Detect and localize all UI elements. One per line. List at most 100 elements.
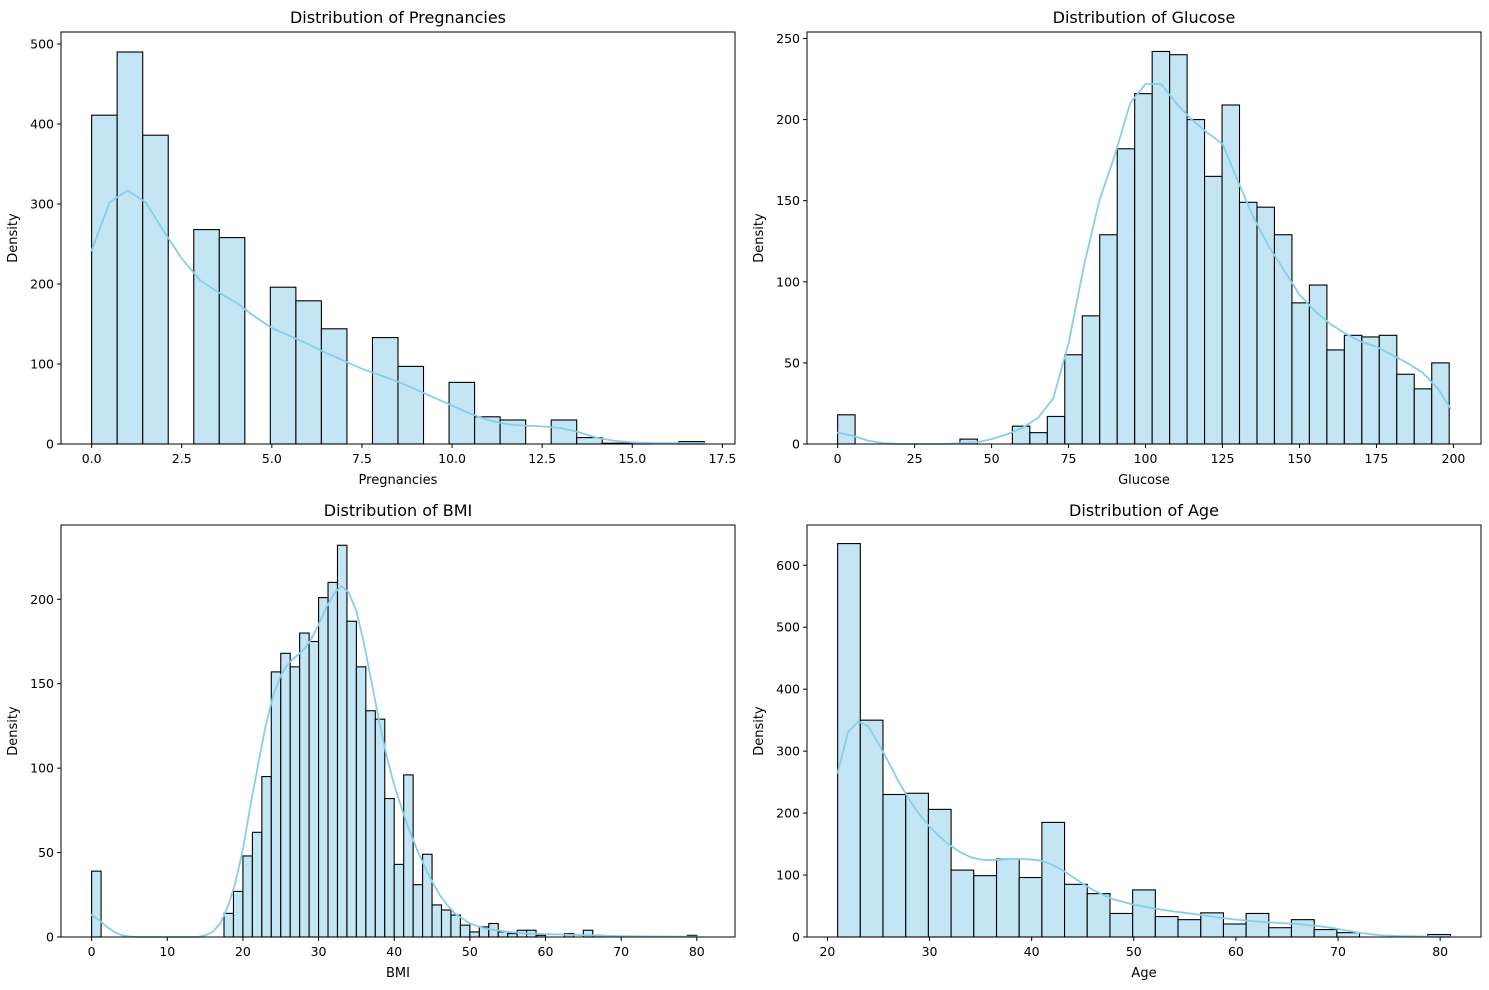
chart-1-xtick-label-8: 200 bbox=[1442, 451, 1466, 466]
chart-0-ytick-label-5: 500 bbox=[30, 37, 54, 52]
chart-0-axes-frame bbox=[60, 31, 736, 445]
chart-0-bar-8 bbox=[295, 300, 322, 445]
chart-0-bar-5 bbox=[218, 237, 246, 445]
chart-3-bar-9 bbox=[1041, 821, 1066, 938]
chart-3-bar-21 bbox=[1313, 929, 1338, 938]
chart-2-bar-20 bbox=[403, 774, 414, 938]
chart-1-title: Distribution of Glucose bbox=[1053, 8, 1236, 27]
chart-3-ytick-label-1: 100 bbox=[776, 868, 800, 883]
chart-2-bar-18 bbox=[384, 797, 395, 938]
chart-3-bar-1 bbox=[859, 719, 884, 938]
chart-3-xlabel: Age bbox=[1131, 966, 1156, 981]
chart-3-ytick-label-6: 600 bbox=[776, 558, 800, 573]
chart-0-ytick-label-3: 300 bbox=[30, 197, 54, 212]
chart-0-bar-4 bbox=[193, 229, 220, 445]
chart-3-xtick-label-6: 80 bbox=[1432, 944, 1448, 959]
chart-1-bar-31 bbox=[1378, 334, 1398, 445]
chart-2-ytick-label-0: 0 bbox=[46, 930, 54, 945]
chart-3-bar-11 bbox=[1086, 893, 1111, 938]
chart-1-xtick-label-5: 125 bbox=[1211, 451, 1235, 466]
chart-2-bar-24 bbox=[440, 909, 452, 938]
chart-1-ytick-label-0: 0 bbox=[792, 437, 800, 452]
chart-1-bar-0 bbox=[837, 414, 856, 445]
chart-2-bar-0 bbox=[91, 870, 102, 938]
chart-0-xlabel: Pregnancies bbox=[359, 473, 438, 488]
chart-2-xtick-label-5: 50 bbox=[462, 944, 478, 959]
chart-3-bar-19 bbox=[1268, 927, 1293, 938]
chart-0-xtick-label-1: 2.5 bbox=[172, 451, 192, 466]
chart-3-xtick-label-1: 30 bbox=[922, 944, 938, 959]
chart-2-bar-7 bbox=[280, 652, 291, 938]
chart-3-bars bbox=[837, 543, 1451, 938]
chart-3-bar-13 bbox=[1132, 889, 1156, 938]
chart-3-bar-20 bbox=[1290, 919, 1315, 938]
chart-3-xtick-label-0: 20 bbox=[819, 944, 835, 959]
chart-2-bar-6 bbox=[270, 671, 282, 938]
chart-3-xtick-label-4: 60 bbox=[1228, 944, 1244, 959]
chart-2-ytick-label-3: 150 bbox=[30, 676, 54, 691]
chart-2-bar-26 bbox=[459, 924, 471, 938]
chart-3-bar-15 bbox=[1177, 919, 1202, 938]
chart-1-bar-11 bbox=[1029, 432, 1048, 445]
chart-1: 0 25 50 75 100 125 150 175 200 0 50 100 150 200 250 Dis… bbox=[752, 8, 1482, 488]
chart-1-ytick-label-1: 50 bbox=[784, 355, 800, 370]
chart-3-title: Distribution of Age bbox=[1069, 501, 1219, 520]
chart-2-xtick-label-3: 30 bbox=[311, 944, 327, 959]
chart-3-ytick-label-3: 300 bbox=[776, 744, 800, 759]
chart-2-xlabel: BMI bbox=[386, 966, 410, 981]
chart-2-xtick-label-4: 40 bbox=[386, 944, 402, 959]
chart-1-ytick-label-2: 100 bbox=[776, 274, 800, 289]
chart-2-bar-2 bbox=[232, 890, 244, 938]
chart-1-xtick-label-3: 75 bbox=[1061, 451, 1077, 466]
chart-3-axes-frame bbox=[806, 524, 1482, 938]
chart-2-bar-14 bbox=[346, 620, 357, 938]
chart-0-bar-18 bbox=[550, 419, 578, 445]
chart-2-bar-13 bbox=[336, 544, 348, 938]
chart-0-bar-0 bbox=[91, 114, 118, 445]
chart-0-bar-11 bbox=[371, 337, 399, 445]
chart-3-xtick-label-2: 40 bbox=[1024, 944, 1040, 959]
chart-3-ytick-label-4: 400 bbox=[776, 682, 800, 697]
chart-2-bar-5 bbox=[261, 776, 272, 938]
chart-1-bar-21 bbox=[1204, 175, 1223, 445]
chart-0-ytick-label-0: 0 bbox=[46, 437, 54, 452]
chart-1-ylabel: Density bbox=[752, 213, 767, 263]
chart-3-bar-8 bbox=[1018, 876, 1043, 938]
chart-2-xtick-label-1: 10 bbox=[159, 944, 175, 959]
chart-2-xtick-label-8: 80 bbox=[689, 944, 705, 959]
chart-1-bar-13 bbox=[1064, 354, 1083, 445]
chart-1-bar-28 bbox=[1326, 349, 1345, 445]
chart-0-ytick-label-2: 200 bbox=[30, 277, 54, 292]
chart-1-bar-23 bbox=[1238, 201, 1258, 445]
chart-3-bar-5 bbox=[950, 869, 975, 938]
chart-2-ytick-label-2: 100 bbox=[30, 761, 54, 776]
chart-2-bar-12 bbox=[327, 581, 339, 938]
chart-1-bar-25 bbox=[1273, 234, 1293, 445]
chart-1-bar-14 bbox=[1081, 315, 1101, 445]
chart-1-xtick-label-7: 175 bbox=[1365, 451, 1389, 466]
chart-1-ytick-label-5: 250 bbox=[776, 31, 800, 46]
chart-3-ytick-label-0: 0 bbox=[792, 930, 800, 945]
chart-2-bar-27 bbox=[469, 931, 480, 938]
chart-3-bar-14 bbox=[1154, 916, 1179, 938]
chart-2-bar-16 bbox=[365, 710, 376, 938]
chart-0-xtick-label-0: 0.0 bbox=[82, 451, 102, 466]
chart-2-bar-25 bbox=[450, 914, 461, 938]
chart-2-bar-1 bbox=[223, 912, 235, 938]
chart-2-ytick-label-1: 50 bbox=[38, 845, 54, 860]
chart-1-bar-22 bbox=[1221, 104, 1241, 445]
chart-3-bar-12 bbox=[1109, 912, 1134, 938]
chart-3-bar-10 bbox=[1063, 883, 1088, 938]
chart-3-kde-line bbox=[836, 720, 1452, 938]
chart-0-xtick-label-5: 12.5 bbox=[528, 451, 556, 466]
chart-2-xtick-label-2: 20 bbox=[235, 944, 251, 959]
chart-2-bar-21 bbox=[412, 884, 424, 938]
chart-1-bar-20 bbox=[1186, 119, 1206, 445]
chart-1-bars bbox=[837, 50, 1450, 445]
chart-1-bar-30 bbox=[1361, 336, 1380, 445]
chart-3-ylabel: Density bbox=[752, 706, 767, 756]
chart-3: 20 30 40 50 60 70 80 0 100 200 300 400 500 600 Distrib… bbox=[752, 501, 1482, 981]
chart-2-bar-9 bbox=[299, 632, 310, 938]
chart-2-bar-17 bbox=[374, 718, 386, 938]
